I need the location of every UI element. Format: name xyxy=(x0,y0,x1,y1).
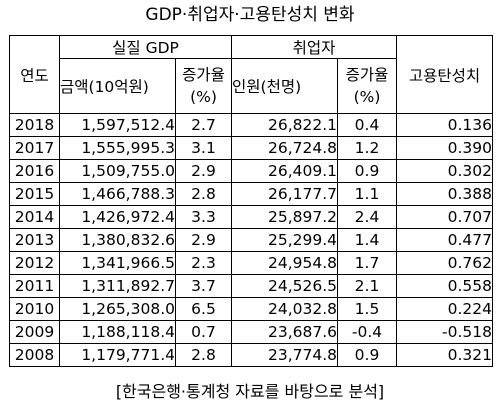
cell-gdp: 1,311,892.7 xyxy=(59,274,176,298)
cell-employed: 24,032.8 xyxy=(231,297,338,321)
cell-employed: 26,177.7 xyxy=(231,182,338,206)
cell-elasticity: 0.388 xyxy=(396,182,493,206)
cell-gdp: 1,597,512.4 xyxy=(59,113,176,137)
cell-employed: 23,687.6 xyxy=(231,320,338,344)
cell-gdp-growth: 3.3 xyxy=(175,205,232,229)
cell-emp-growth: 1.2 xyxy=(337,136,397,160)
table-body: 2018 1,597,512.4 2.7 26,822.1 0.4 0.136 … xyxy=(9,113,493,367)
cell-year: 2013 xyxy=(9,228,60,252)
cell-emp-growth: 0.4 xyxy=(337,113,397,137)
cell-employed: 26,409.1 xyxy=(231,159,338,183)
cell-emp-growth: 1.7 xyxy=(337,251,397,275)
cell-year: 2016 xyxy=(9,159,60,183)
cell-year: 2015 xyxy=(9,182,60,206)
cell-gdp-growth: 2.8 xyxy=(175,182,232,206)
source-note: [한국은행·통계청 자료를 바탕으로 분석] xyxy=(115,382,385,401)
cell-elasticity: 0.477 xyxy=(396,228,493,252)
cell-year: 2017 xyxy=(9,136,60,160)
header-real-gdp: 실질 GDP xyxy=(59,35,232,59)
cell-year: 2012 xyxy=(9,251,60,275)
header-elasticity: 고용탄성치 xyxy=(396,35,493,114)
cell-gdp-growth: 3.7 xyxy=(175,274,232,298)
cell-gdp: 1,426,972.4 xyxy=(59,205,176,229)
table-header: 연도 실질 GDP 취업자 고용탄성치 금액(10억원) 증가율 (%) 인원(… xyxy=(9,35,493,114)
header-emp-growth-line2: (%) xyxy=(353,88,381,106)
table-row: 2008 1,179,771.4 2.8 23,774.8 0.9 0.321 xyxy=(9,343,493,367)
header-year: 연도 xyxy=(9,35,60,114)
header-row-top: 연도 실질 GDP 취업자 고용탄성치 xyxy=(9,35,493,114)
cell-elasticity: 0.762 xyxy=(396,251,493,275)
cell-gdp: 1,555,995.3 xyxy=(59,136,176,160)
table-row: 2017 1,555,995.3 3.1 26,724.8 1.2 0.390 xyxy=(9,136,493,160)
cell-gdp-growth: 2.9 xyxy=(175,159,232,183)
cell-gdp: 1,509,755.0 xyxy=(59,159,176,183)
header-gdp-growth: 증가율 (%) xyxy=(175,58,232,114)
cell-gdp: 1,179,771.4 xyxy=(59,343,176,367)
table-row: 2016 1,509,755.0 2.9 26,409.1 0.9 0.302 xyxy=(9,159,493,183)
cell-gdp-growth: 3.1 xyxy=(175,136,232,160)
cell-year: 2011 xyxy=(9,274,60,298)
cell-employed: 26,822.1 xyxy=(231,113,338,137)
cell-elasticity: 0.302 xyxy=(396,159,493,183)
cell-gdp: 1,380,832.6 xyxy=(59,228,176,252)
cell-emp-growth: -0.4 xyxy=(337,320,397,344)
cell-employed: 25,299.4 xyxy=(231,228,338,252)
cell-elasticity: 0.558 xyxy=(396,274,493,298)
cell-gdp-growth: 6.5 xyxy=(175,297,232,321)
header-employed: 취업자 xyxy=(231,35,397,59)
cell-gdp-growth: 0.7 xyxy=(175,320,232,344)
table-title: GDP·취업자·고용탄성치 변화 xyxy=(145,5,355,25)
cell-gdp-growth: 2.7 xyxy=(175,113,232,137)
cell-emp-growth: 1.4 xyxy=(337,228,397,252)
table-row: 2014 1,426,972.4 3.3 25,897.2 2.4 0.707 xyxy=(9,205,493,229)
cell-elasticity: 0.136 xyxy=(396,113,493,137)
cell-gdp: 1,188,118.4 xyxy=(59,320,176,344)
cell-employed: 24,526.5 xyxy=(231,274,338,298)
table-row: 2018 1,597,512.4 2.7 26,822.1 0.4 0.136 xyxy=(9,113,493,137)
cell-emp-growth: 2.1 xyxy=(337,274,397,298)
cell-employed: 25,897.2 xyxy=(231,205,338,229)
cell-gdp: 1,341,966.5 xyxy=(59,251,176,275)
cell-gdp: 1,466,788.3 xyxy=(59,182,176,206)
header-employed-count: 인원(천명) xyxy=(231,58,338,114)
cell-emp-growth: 2.4 xyxy=(337,205,397,229)
table-row: 2009 1,188,118.4 0.7 23,687.6 -0.4 -0.51… xyxy=(9,320,493,344)
cell-year: 2008 xyxy=(9,343,60,367)
header-gdp-amount: 금액(10억원) xyxy=(59,58,176,114)
table-row: 2010 1,265,308.0 6.5 24,032.8 1.5 0.224 xyxy=(9,297,493,321)
cell-employed: 26,724.8 xyxy=(231,136,338,160)
cell-year: 2014 xyxy=(9,205,60,229)
table-row: 2011 1,311,892.7 3.7 24,526.5 2.1 0.558 xyxy=(9,274,493,298)
cell-year: 2009 xyxy=(9,320,60,344)
header-emp-growth: 증가율 (%) xyxy=(337,58,397,114)
cell-emp-growth: 1.5 xyxy=(337,297,397,321)
cell-emp-growth: 1.1 xyxy=(337,182,397,206)
cell-gdp: 1,265,308.0 xyxy=(59,297,176,321)
cell-year: 2018 xyxy=(9,113,60,137)
header-row-sub: 금액(10억원) 증가율 (%) 인원(천명) 증가율 (%) xyxy=(10,58,493,114)
cell-gdp-growth: 2.9 xyxy=(175,228,232,252)
cell-emp-growth: 0.9 xyxy=(337,159,397,183)
cell-gdp-growth: 2.8 xyxy=(175,343,232,367)
cell-elasticity: 0.707 xyxy=(396,205,493,229)
cell-employed: 23,774.8 xyxy=(231,343,338,367)
table-row: 2012 1,341,966.5 2.3 24,954.8 1.7 0.762 xyxy=(9,251,493,275)
cell-elasticity: 0.390 xyxy=(396,136,493,160)
header-gdp-growth-line1: 증가율 xyxy=(182,66,225,84)
table-row: 2015 1,466,788.3 2.8 26,177.7 1.1 0.388 xyxy=(9,182,493,206)
cell-elasticity: -0.518 xyxy=(396,320,493,344)
header-emp-growth-line1: 증가율 xyxy=(345,66,389,84)
cell-year: 2010 xyxy=(9,297,60,321)
table-row: 2013 1,380,832.6 2.9 25,299.4 1.4 0.477 xyxy=(9,228,493,252)
cell-elasticity: 0.321 xyxy=(396,343,493,367)
header-gdp-growth-line2: (%) xyxy=(190,88,217,106)
cell-employed: 24,954.8 xyxy=(231,251,338,275)
cell-emp-growth: 0.9 xyxy=(337,343,397,367)
data-table: 연도 실질 GDP 취업자 고용탄성치 금액(10억원) 증가율 (%) 인원(… xyxy=(9,35,493,367)
cell-gdp-growth: 2.3 xyxy=(175,251,232,275)
cell-elasticity: 0.224 xyxy=(396,297,493,321)
